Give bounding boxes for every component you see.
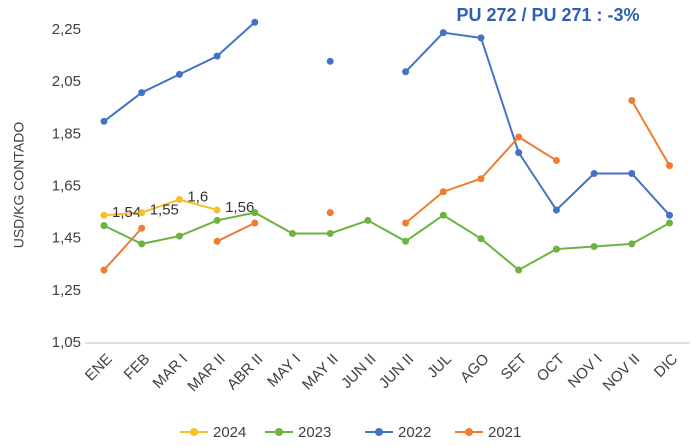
point <box>590 169 598 177</box>
point <box>175 196 183 204</box>
data-label: 1,54 <box>112 204 141 221</box>
x-tick-label: MAR I <box>150 351 191 392</box>
point <box>326 229 334 237</box>
point <box>628 169 636 177</box>
point <box>552 156 560 164</box>
point <box>100 211 108 219</box>
data-label: 1,56 <box>225 199 254 216</box>
point <box>402 219 410 227</box>
point <box>213 237 221 245</box>
series-line <box>103 198 218 217</box>
point <box>628 96 636 104</box>
point <box>515 133 523 141</box>
point <box>666 162 673 170</box>
legend-label: 2023 <box>298 424 331 441</box>
legend-marker <box>275 428 283 436</box>
x-tick-label: MAY I <box>264 351 304 391</box>
point <box>326 209 334 217</box>
point <box>515 149 523 157</box>
point <box>590 243 598 251</box>
y-tick-label: 1,45 <box>52 230 81 247</box>
point <box>552 206 560 214</box>
x-tick-label: AGO <box>457 351 493 387</box>
point <box>666 219 673 227</box>
point <box>138 240 146 248</box>
y-tick-label: 1,65 <box>52 177 81 194</box>
legend-marker <box>465 428 473 436</box>
point <box>402 68 410 76</box>
point <box>439 211 447 219</box>
point <box>326 57 334 65</box>
x-tick-label: NOV I <box>565 351 606 392</box>
x-tick-label: DIC <box>651 351 681 381</box>
annotation: PU 272 / PU 271 : -3% <box>456 5 639 25</box>
data-label: 1,6 <box>187 189 208 206</box>
point <box>402 237 410 245</box>
y-tick-label: 2,05 <box>52 73 81 90</box>
y-axis-label: USD/KG CONTADO <box>11 122 27 249</box>
legend-label: 2021 <box>488 424 521 441</box>
point <box>251 18 259 26</box>
point <box>552 245 560 253</box>
x-tick-label: JUN II <box>338 351 379 392</box>
point <box>289 229 296 237</box>
point <box>100 117 108 125</box>
point <box>364 216 372 224</box>
point <box>439 188 447 196</box>
data-label: 1,55 <box>150 202 179 219</box>
point <box>251 219 259 227</box>
x-tick-label: MAY II <box>299 351 342 394</box>
legend-label: 2024 <box>213 424 246 441</box>
legend-marker <box>375 428 383 436</box>
point <box>628 240 636 248</box>
point <box>175 70 183 78</box>
y-tick-label: 1,25 <box>52 282 81 299</box>
x-tick-label: JUN II <box>376 351 417 392</box>
point <box>213 206 221 214</box>
point <box>477 175 485 183</box>
x-tick-label: FEB <box>121 351 154 384</box>
point <box>515 266 523 274</box>
point <box>100 222 108 230</box>
series-line <box>103 211 670 272</box>
x-tick-label: OCT <box>534 351 568 385</box>
x-tick-label: SET <box>498 351 531 384</box>
x-tick-label: ENE <box>82 351 116 385</box>
point <box>213 216 221 224</box>
x-tick-label: ABR II <box>224 351 267 394</box>
point <box>213 52 221 60</box>
series-line <box>103 99 671 271</box>
point <box>251 209 259 217</box>
point <box>138 209 146 217</box>
x-tick-label: JUL <box>424 351 455 382</box>
point <box>666 211 673 219</box>
point <box>175 232 183 240</box>
series-line <box>103 21 671 216</box>
point <box>439 29 447 37</box>
point <box>477 34 485 42</box>
point <box>138 224 146 232</box>
x-tick-label: MAR II <box>184 351 228 395</box>
point <box>477 235 485 243</box>
legend-marker <box>190 428 198 436</box>
x-tick-label: NOV II <box>600 351 644 395</box>
point <box>100 266 108 274</box>
y-tick-label: 2,25 <box>52 21 81 38</box>
y-tick-label: 1,85 <box>52 125 81 142</box>
point <box>138 89 146 97</box>
legend-label: 2022 <box>398 424 431 441</box>
y-tick-label: 1,05 <box>52 334 81 351</box>
